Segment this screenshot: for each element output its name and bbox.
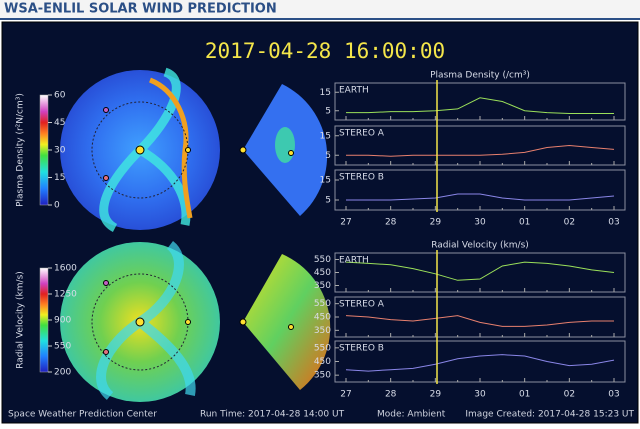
- chart-title: Plasma Density (/cm³): [430, 71, 530, 81]
- y-tick-label: 350: [314, 371, 331, 381]
- colorbar: [39, 94, 49, 206]
- stereo-b: [103, 175, 109, 181]
- x-tick-label: 29: [430, 390, 442, 400]
- series-line: [345, 315, 614, 327]
- colorbar-label: Plasma Density (r²N/cm³): [16, 93, 26, 207]
- velocity-spiral: [96, 241, 196, 400]
- y-tick-label: 15: [320, 176, 331, 186]
- footer-created: Image Created: 2017-04-28 15:23 UT: [465, 410, 634, 420]
- x-tick-label: 30: [474, 390, 486, 400]
- series-line: [346, 97, 614, 115]
- footer-center: Space Weather Prediction Center: [8, 410, 157, 420]
- x-tick-label: 03: [608, 390, 619, 400]
- y-tick-label: 550: [314, 343, 331, 353]
- colorbar-tick-label: 30: [54, 146, 66, 156]
- y-tick-label: 350: [314, 326, 331, 336]
- y-tick-label: 15: [320, 131, 331, 141]
- earth: [185, 319, 191, 325]
- colorbar-tick-label: 1600: [54, 264, 77, 274]
- series-name: STEREO A: [339, 300, 385, 310]
- colorbar-label: Radial Velocity (km/s): [16, 271, 26, 369]
- velocity-wedge: [243, 254, 331, 390]
- x-tick-label: 27: [340, 390, 351, 400]
- y-tick-label: 15: [320, 88, 331, 98]
- x-tick-label: 29: [430, 218, 442, 228]
- y-tick-label: 5: [325, 151, 331, 161]
- density-spiral: [99, 67, 191, 232]
- x-tick-label: 30: [474, 218, 486, 228]
- sun: [135, 145, 145, 155]
- footer-run-time: Run Time: 2017-04-28 14:00 UT: [200, 410, 345, 420]
- colorbar-tick-label: 900: [54, 316, 71, 326]
- y-tick-label: 550: [314, 255, 331, 265]
- sun-wedge: [239, 146, 247, 154]
- earth-wedge: [288, 324, 294, 330]
- colorbar-tick-label: 200: [54, 368, 71, 378]
- x-tick-label: 27: [340, 218, 351, 228]
- x-tick-label: 02: [564, 218, 575, 228]
- y-tick-label: 450: [314, 268, 331, 278]
- density-wedge-feature: [275, 127, 295, 163]
- series-line: [346, 193, 615, 201]
- earth-wedge: [288, 150, 294, 156]
- series-line: [345, 261, 615, 281]
- colorbar-tick-label: 1250: [54, 290, 77, 300]
- x-tick-label: 01: [519, 218, 530, 228]
- y-tick-label: 350: [314, 281, 331, 291]
- stereo-a: [103, 280, 109, 286]
- sun: [135, 317, 145, 327]
- y-tick-label: 450: [314, 313, 331, 323]
- y-tick-label: 550: [314, 299, 331, 309]
- chart-title: Radial Velocity (km/s): [431, 241, 529, 251]
- series-name: STEREO B: [339, 173, 384, 183]
- y-tick-label: 5: [325, 106, 331, 116]
- series-line: [345, 354, 615, 372]
- colorbar: [39, 267, 49, 373]
- header-title: WSA-ENLIL SOLAR WIND PREDICTION: [4, 2, 277, 17]
- x-tick-label: 28: [385, 218, 397, 228]
- series-name: EARTH: [339, 86, 369, 96]
- x-tick-label: 01: [519, 390, 530, 400]
- y-tick-label: 5: [325, 196, 331, 206]
- series-name: STEREO A: [339, 129, 385, 139]
- colorbar-tick-label: 550: [54, 342, 71, 352]
- series-line: [346, 144, 615, 157]
- x-tick-label: 28: [385, 390, 397, 400]
- stereo-a: [103, 107, 109, 113]
- earth: [185, 147, 191, 153]
- timestamp: 2017-04-28 16:00:00: [205, 39, 445, 63]
- colorbar-tick-label: 0: [54, 201, 60, 211]
- x-tick-label: 02: [564, 390, 575, 400]
- stereo-b: [103, 349, 109, 355]
- header-bar: [0, 0, 640, 20]
- sun-wedge: [239, 318, 247, 326]
- footer-mode: Mode: Ambient: [377, 410, 446, 420]
- series-name: EARTH: [339, 256, 369, 266]
- series-name: STEREO B: [339, 344, 384, 354]
- x-tick-label: 03: [608, 218, 619, 228]
- colorbar-tick-label: 15: [54, 173, 65, 183]
- y-tick-label: 450: [314, 357, 331, 367]
- colorbar-tick-label: 60: [54, 91, 66, 101]
- colorbar-tick-label: 45: [54, 118, 65, 128]
